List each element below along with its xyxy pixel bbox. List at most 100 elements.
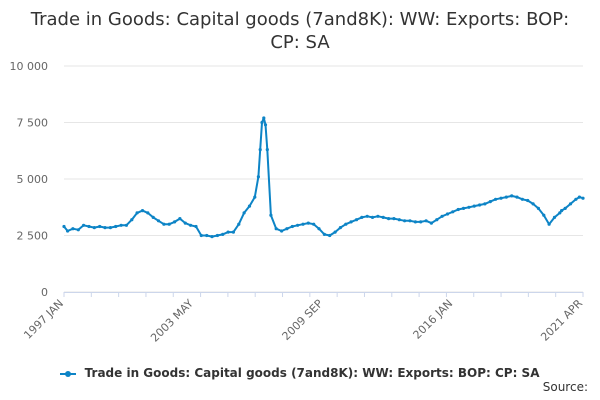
data-point[interactable] (478, 203, 482, 207)
data-point[interactable] (156, 219, 161, 223)
data-point[interactable] (76, 228, 80, 232)
data-point[interactable] (62, 224, 66, 229)
data-point[interactable] (306, 221, 310, 225)
data-point[interactable] (526, 198, 530, 203)
data-point[interactable] (440, 214, 444, 218)
data-point[interactable] (215, 233, 219, 238)
data-point[interactable] (66, 229, 70, 233)
data-point[interactable] (574, 197, 578, 201)
data-point[interactable] (205, 233, 209, 238)
data-point[interactable] (370, 215, 375, 219)
data-point[interactable] (472, 204, 476, 208)
data-point[interactable] (328, 233, 332, 238)
data-point[interactable] (114, 224, 118, 229)
data-point[interactable] (199, 233, 203, 238)
data-point[interactable] (258, 148, 262, 152)
data-point[interactable] (392, 217, 396, 221)
data-point[interactable] (397, 218, 401, 222)
data-point[interactable] (124, 223, 128, 227)
data-point[interactable] (542, 213, 546, 217)
data-point[interactable] (253, 195, 257, 199)
data-point[interactable] (256, 175, 260, 179)
data-point[interactable] (456, 207, 460, 212)
data-point[interactable] (237, 222, 241, 226)
data-point[interactable] (108, 226, 112, 230)
data-point[interactable] (285, 227, 289, 231)
data-point[interactable] (413, 220, 417, 224)
data-point[interactable] (483, 202, 487, 206)
data-point[interactable] (173, 220, 177, 224)
data-point[interactable] (435, 218, 439, 222)
data-point[interactable] (547, 222, 551, 226)
data-point[interactable] (581, 196, 585, 200)
data-point[interactable] (344, 222, 348, 226)
data-point[interactable] (577, 195, 582, 199)
data-point[interactable] (333, 230, 337, 234)
data-point[interactable] (87, 224, 91, 229)
data-point[interactable] (265, 148, 269, 152)
data-point[interactable] (429, 221, 433, 225)
data-point[interactable] (194, 224, 198, 229)
data-point[interactable] (467, 205, 471, 209)
data-point[interactable] (231, 230, 235, 234)
data-point[interactable] (552, 215, 557, 219)
data-point[interactable] (504, 195, 508, 199)
data-point[interactable] (260, 120, 264, 125)
data-point[interactable] (296, 223, 300, 227)
data-point[interactable] (269, 213, 273, 217)
data-point[interactable] (210, 235, 214, 239)
data-point[interactable] (146, 211, 150, 215)
data-point[interactable] (280, 229, 284, 233)
data-point[interactable] (242, 211, 246, 215)
data-point[interactable] (98, 224, 102, 229)
data-point[interactable] (262, 116, 266, 120)
data-point[interactable] (558, 211, 562, 215)
data-point[interactable] (151, 215, 155, 219)
data-point[interactable] (510, 194, 514, 198)
data-point[interactable] (451, 210, 455, 214)
data-point[interactable] (221, 232, 225, 236)
data-point[interactable] (226, 230, 230, 234)
data-point[interactable] (531, 202, 535, 206)
data-point[interactable] (162, 222, 166, 226)
data-point[interactable] (247, 204, 252, 208)
data-point[interactable] (520, 197, 525, 201)
data-point[interactable] (322, 232, 326, 236)
data-point[interactable] (499, 196, 503, 200)
data-point[interactable] (560, 209, 564, 213)
data-point[interactable] (376, 214, 380, 218)
data-point[interactable] (488, 200, 492, 204)
data-point[interactable] (338, 226, 342, 230)
data-point[interactable] (290, 224, 294, 229)
data-point[interactable] (263, 123, 268, 127)
data-point[interactable] (274, 227, 278, 231)
data-point[interactable] (140, 209, 145, 213)
data-point[interactable] (312, 222, 316, 226)
data-point[interactable] (360, 215, 364, 219)
data-point[interactable] (387, 217, 391, 221)
data-point[interactable] (568, 202, 573, 206)
data-point[interactable] (317, 227, 321, 231)
data-point[interactable] (445, 212, 450, 216)
data-point[interactable] (403, 219, 407, 223)
data-point[interactable] (354, 218, 359, 222)
data-point[interactable] (424, 219, 428, 223)
data-point[interactable] (82, 223, 86, 227)
data-point[interactable] (419, 220, 423, 224)
data-point[interactable] (189, 223, 193, 227)
data-point[interactable] (381, 215, 385, 219)
data-point[interactable] (167, 222, 171, 226)
data-point[interactable] (408, 219, 412, 223)
data-point[interactable] (71, 227, 75, 231)
data-point[interactable] (119, 223, 123, 227)
data-point[interactable] (365, 214, 369, 218)
data-point[interactable] (461, 206, 466, 210)
data-point[interactable] (301, 222, 305, 226)
data-point[interactable] (130, 218, 134, 222)
data-point[interactable] (536, 206, 541, 210)
data-point[interactable] (494, 197, 498, 201)
data-point[interactable] (178, 217, 182, 221)
data-point[interactable] (183, 221, 187, 225)
legend[interactable]: Trade in Goods: Capital goods (7and8K): … (0, 366, 600, 380)
data-point[interactable] (563, 206, 567, 210)
